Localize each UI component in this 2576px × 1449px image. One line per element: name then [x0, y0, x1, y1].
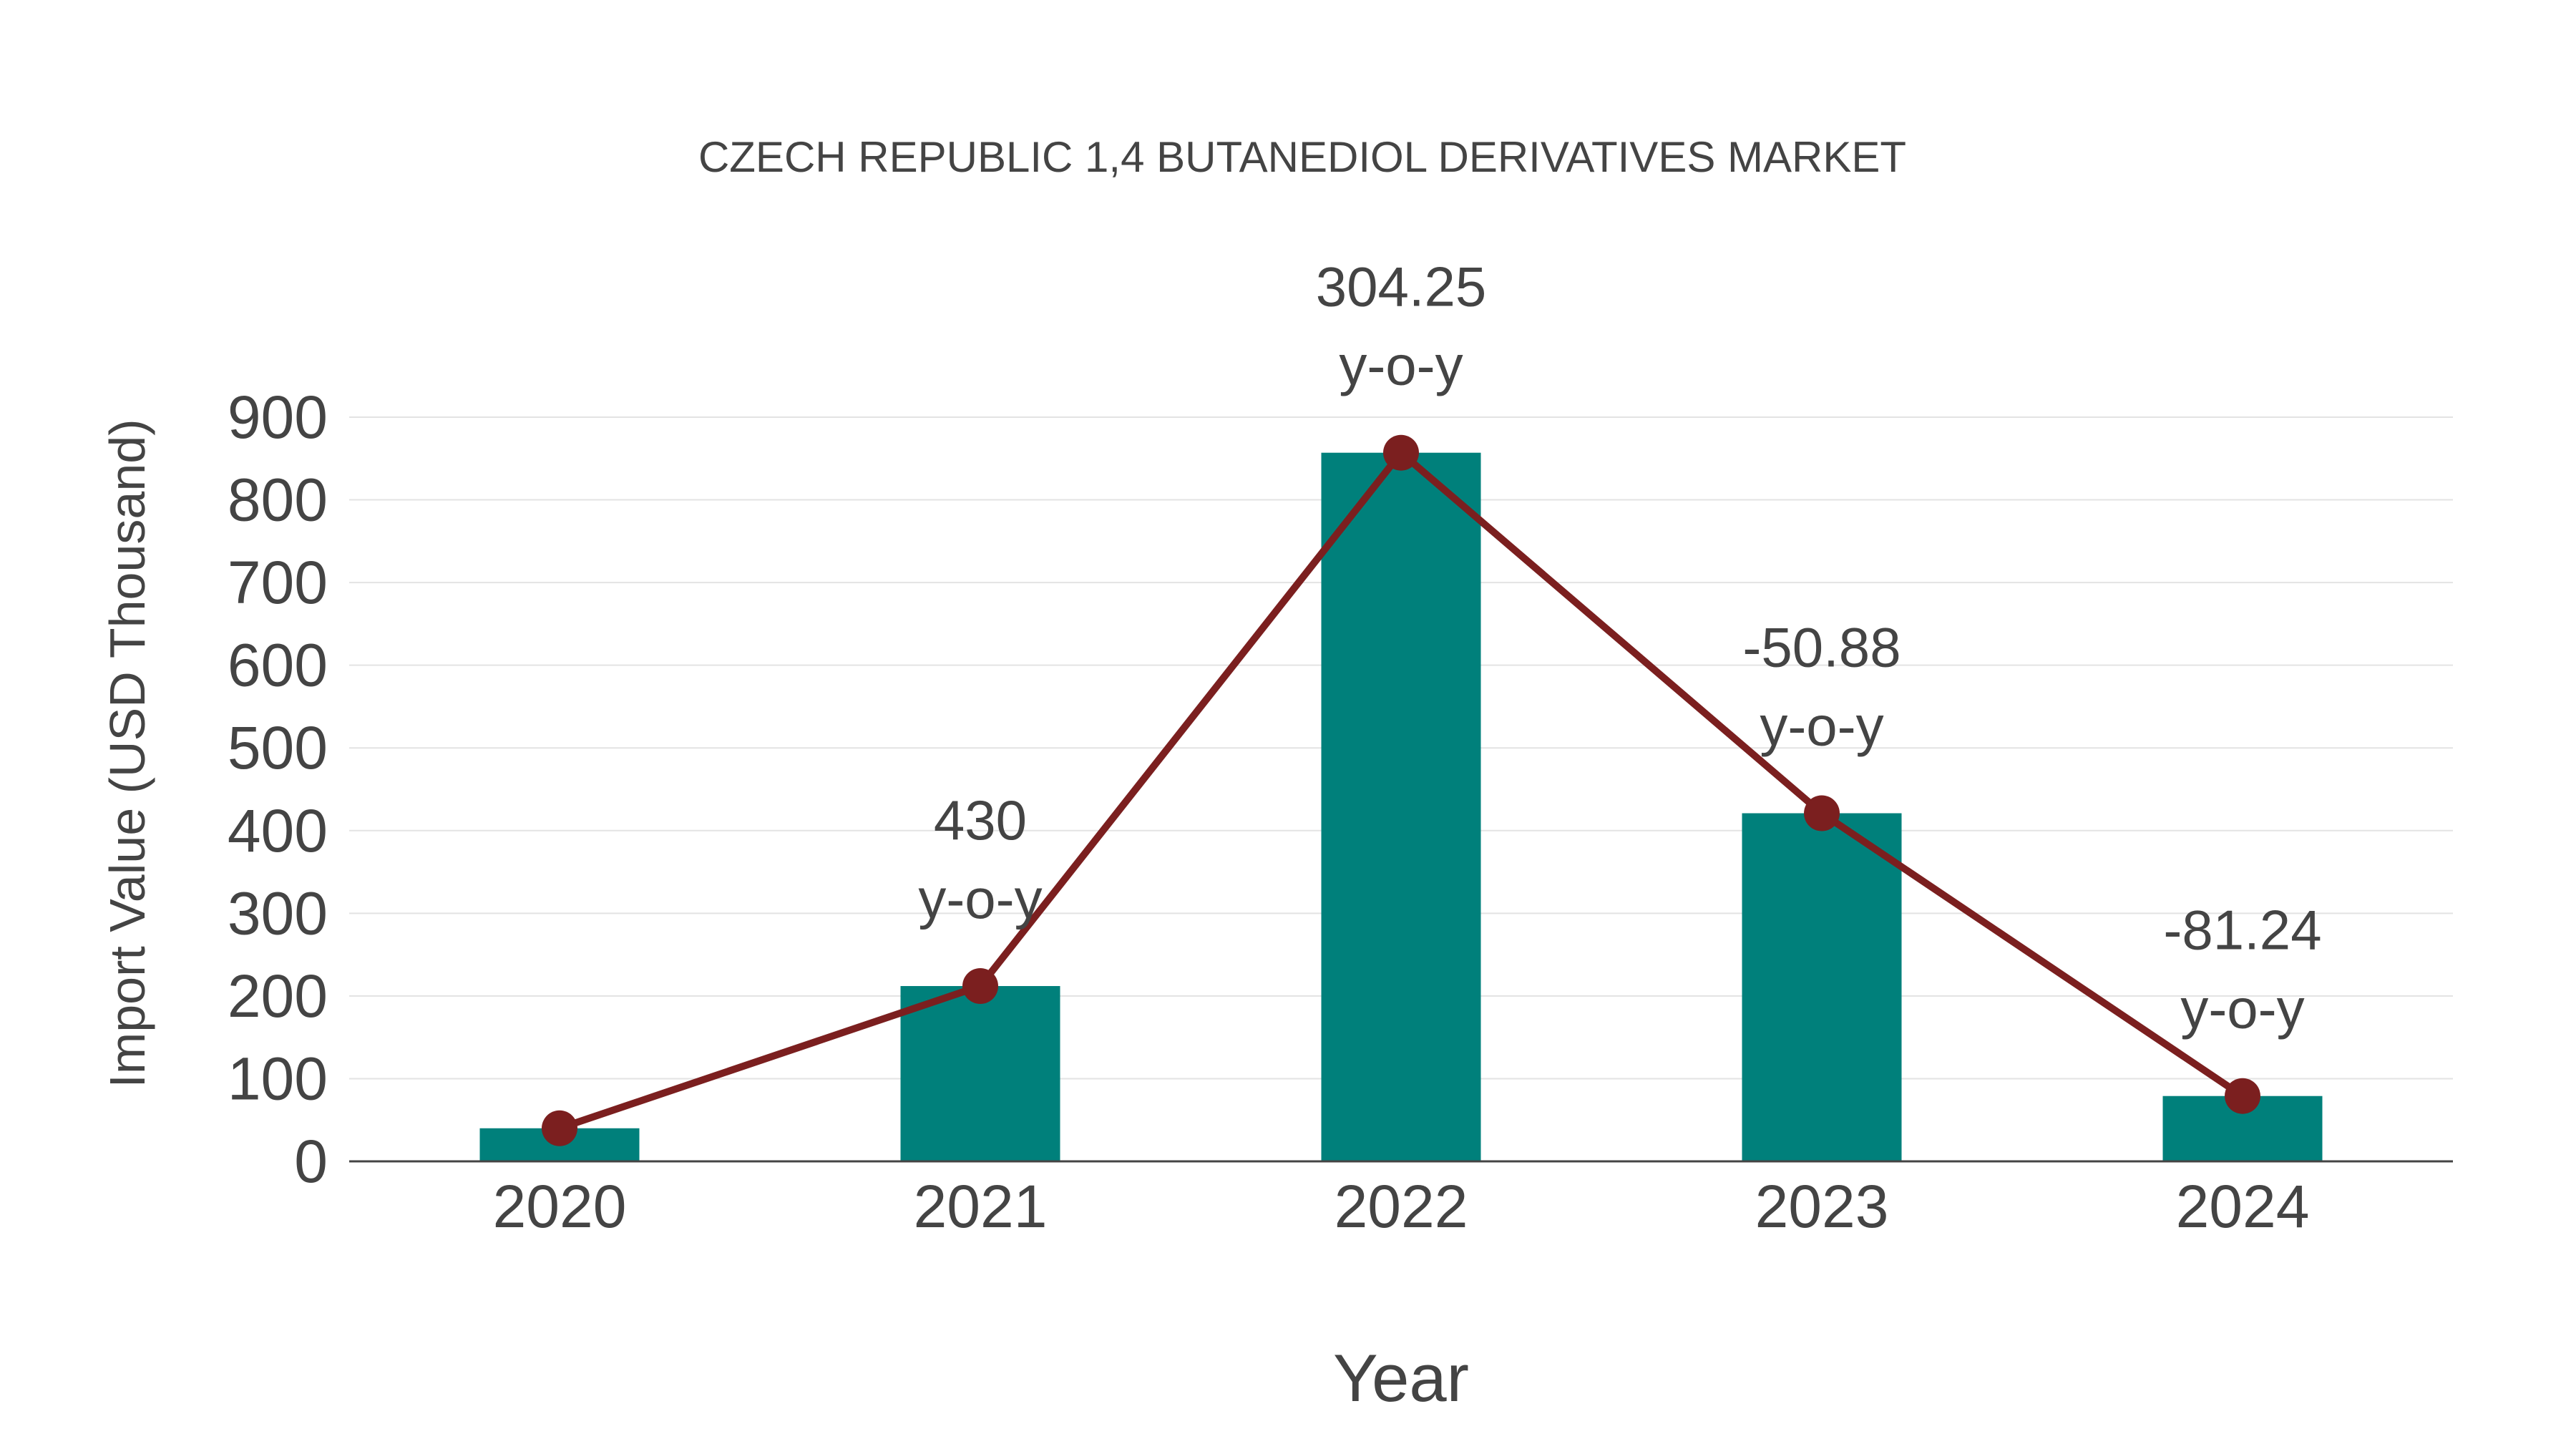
yoy-value-label: -50.88 [1742, 616, 1901, 679]
x-tick-label: 2023 [1755, 1173, 1889, 1240]
x-axis-title: Year [1333, 1340, 1469, 1415]
y-tick-label: 400 [228, 797, 328, 864]
bar-2022 [1321, 452, 1481, 1161]
bar-2021 [900, 986, 1060, 1161]
x-tick-label: 2021 [914, 1173, 1048, 1240]
y-axis-title: Import Value (USD Thousand) [99, 419, 155, 1088]
bar-2023 [1742, 813, 1902, 1161]
trend-point-2022 [1383, 434, 1419, 471]
yoy-suffix-label: y-o-y [918, 867, 1042, 930]
y-tick-label: 300 [228, 879, 328, 947]
y-tick-label: 100 [228, 1045, 328, 1112]
y-tick-label: 600 [228, 632, 328, 699]
trend-point-2021 [962, 968, 998, 1005]
yoy-suffix-label: y-o-y [1760, 695, 1883, 758]
trend-point-2024 [2225, 1078, 2260, 1114]
x-tick-label: 2024 [2176, 1173, 2310, 1240]
yoy-suffix-label: y-o-y [1339, 334, 1463, 397]
yoy-suffix-label: y-o-y [2180, 977, 2304, 1040]
y-tick-label: 900 [228, 384, 328, 451]
yoy-value-label: 304.25 [1316, 255, 1487, 318]
yoy-value-label: -81.24 [2163, 899, 2321, 962]
x-tick-label: 2020 [493, 1173, 627, 1240]
x-tick-label: 2022 [1335, 1173, 1468, 1240]
y-tick-label: 500 [228, 714, 328, 781]
y-tick-label: 700 [228, 549, 328, 616]
trend-point-2020 [542, 1110, 577, 1146]
trend-point-2023 [1804, 795, 1840, 831]
yoy-value-label: 430 [934, 789, 1027, 852]
y-tick-label: 200 [228, 962, 328, 1030]
chart-title: CZECH REPUBLIC 1,4 BUTANEDIOL DERIVATIVE… [698, 133, 1906, 181]
y-tick-label: 800 [228, 467, 328, 534]
y-tick-label: 0 [294, 1128, 328, 1195]
